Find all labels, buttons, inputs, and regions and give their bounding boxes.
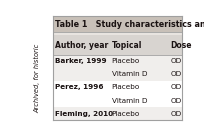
Text: OD: OD	[170, 111, 181, 117]
Bar	[53, 107, 182, 120]
Text: OD: OD	[170, 71, 181, 77]
Text: OD: OD	[170, 97, 181, 104]
Text: OD: OD	[170, 58, 181, 64]
Bar	[53, 16, 182, 32]
Text: Table 1   Study characteristics and IAGI/PGA and PAC: Table 1 Study characteristics and IAGI/P…	[55, 20, 204, 29]
Text: Vitamin D: Vitamin D	[112, 71, 147, 77]
Text: Vitamin D: Vitamin D	[112, 97, 147, 104]
Bar	[53, 32, 182, 35]
Bar	[53, 94, 182, 107]
Text: Topical: Topical	[112, 40, 142, 50]
Text: Placebo: Placebo	[112, 84, 140, 90]
Text: Archived, for historic: Archived, for historic	[34, 44, 40, 113]
Bar	[53, 81, 182, 94]
Text: Perez, 1996: Perez, 1996	[55, 84, 103, 90]
Text: Placebo: Placebo	[112, 58, 140, 64]
Text: Fleming, 2010: Fleming, 2010	[55, 111, 113, 117]
Text: Dose: Dose	[170, 40, 192, 50]
Bar	[53, 55, 182, 68]
Text: Barker, 1999: Barker, 1999	[55, 58, 106, 64]
Bar	[53, 68, 182, 81]
Text: OD: OD	[170, 84, 181, 90]
Text: Author, year: Author, year	[55, 40, 108, 50]
Text: Placebo: Placebo	[112, 111, 140, 117]
Bar	[53, 35, 182, 55]
